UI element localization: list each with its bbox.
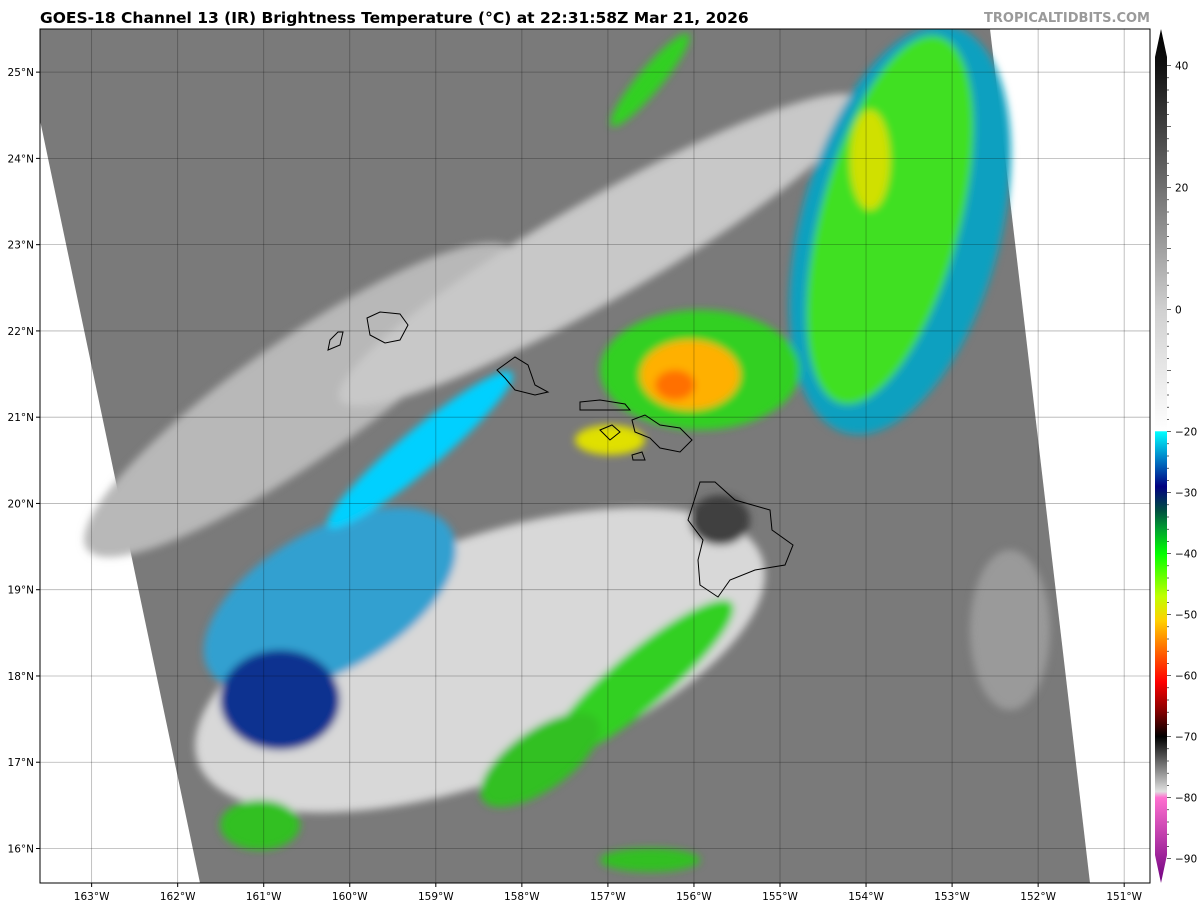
watermark: TROPICALTIDBITS.COM [984, 11, 1150, 26]
island-kauai [366, 311, 409, 344]
lon-label: 151°W [1106, 891, 1142, 903]
lat-label: 22°N [8, 326, 34, 338]
lon-label: 161°W [246, 891, 282, 903]
lat-label: 16°N [8, 843, 34, 855]
colorbar-label: 40 [1175, 61, 1188, 73]
lat-label: 21°N [8, 412, 34, 424]
lon-label: 152°W [1020, 891, 1056, 903]
colorbar-label: 0 [1175, 305, 1182, 317]
island-niihau [327, 331, 344, 351]
colorbar-label: −90 [1175, 854, 1197, 866]
island-lanai [599, 424, 621, 441]
lat-label: 23°N [8, 240, 34, 252]
colorbar-label: −50 [1175, 610, 1197, 622]
lon-label: 162°W [160, 891, 196, 903]
graticule [40, 29, 1150, 883]
island-kahoolawe [631, 451, 646, 461]
lon-label: 157°W [590, 891, 626, 903]
colorbar-label: −70 [1175, 732, 1197, 744]
lon-label: 163°W [74, 891, 110, 903]
cloud-layer [84, 29, 1050, 872]
lat-label: 19°N [8, 585, 34, 597]
lon-label: 154°W [848, 891, 884, 903]
chart-title: GOES-18 Channel 13 (IR) Brightness Tempe… [40, 9, 749, 27]
lon-label: 155°W [762, 891, 798, 903]
lon-label: 159°W [418, 891, 454, 903]
lat-label: 25°N [8, 67, 34, 79]
lon-label: 153°W [934, 891, 970, 903]
colorbar: 40 20 0 −20 −30 −40 −50 −60 −70 −80 −90 [1155, 29, 1197, 883]
island-hawaii [687, 481, 794, 598]
colorbar-label: −20 [1175, 427, 1197, 439]
colorbar-label: −40 [1175, 549, 1197, 561]
colorbar-label: 20 [1175, 183, 1188, 195]
plot-frame [39, 28, 1151, 884]
coastlines [327, 311, 794, 598]
island-oahu [496, 356, 550, 396]
colorbar-label: −80 [1175, 793, 1197, 805]
lat-label: 17°N [8, 757, 34, 769]
island-maui [631, 414, 693, 453]
colorbar-label: −30 [1175, 488, 1197, 500]
lon-label: 160°W [332, 891, 368, 903]
lon-label: 158°W [504, 891, 540, 903]
lon-label: 156°W [676, 891, 712, 903]
colorbar-label: −60 [1175, 671, 1197, 683]
colorbar-gradient [1155, 29, 1167, 883]
lat-label: 24°N [8, 153, 34, 165]
lat-label: 18°N [8, 671, 34, 683]
island-molokai [579, 399, 632, 411]
lat-label: 20°N [8, 498, 34, 510]
